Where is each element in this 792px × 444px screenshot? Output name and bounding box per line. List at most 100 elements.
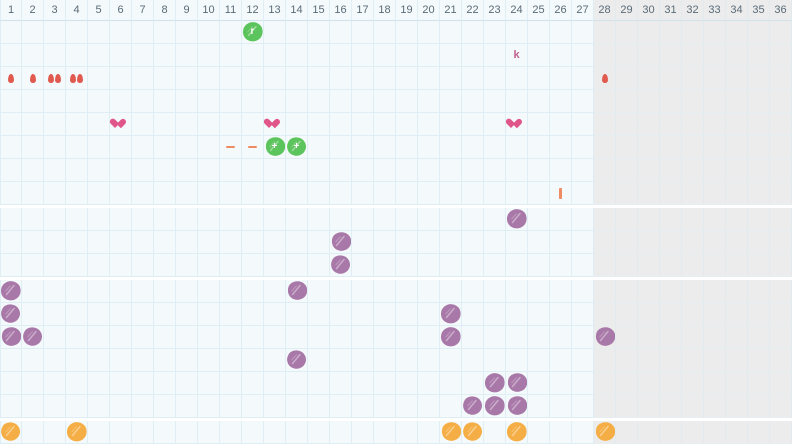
calendar-cell-day-20[interactable] (418, 136, 440, 159)
calendar-cell-day-35[interactable] (748, 44, 770, 67)
calendar-cell-day-24[interactable] (506, 372, 528, 395)
calendar-cell-day-30[interactable] (638, 90, 660, 113)
calendar-cell-day-20[interactable] (418, 208, 440, 231)
calendar-cell-day-26[interactable] (550, 182, 572, 205)
calendar-cell-day-16[interactable] (330, 254, 352, 277)
calendar-cell-day-11[interactable] (220, 67, 242, 90)
calendar-cell-day-14[interactable] (286, 326, 308, 349)
calendar-cell-day-16[interactable] (330, 67, 352, 90)
calendar-cell-day-28[interactable] (594, 159, 616, 182)
calendar-cell-day-12[interactable] (242, 254, 264, 277)
calendar-cell-day-32[interactable] (682, 208, 704, 231)
calendar-cell-day-33[interactable] (704, 421, 726, 444)
calendar-cell-day-5[interactable] (88, 113, 110, 136)
calendar-cell-day-5[interactable] (88, 136, 110, 159)
calendar-cell-day-36[interactable] (770, 208, 792, 231)
calendar-cell-day-7[interactable] (132, 372, 154, 395)
calendar-cell-day-6[interactable] (110, 280, 132, 303)
calendar-cell-day-34[interactable] (726, 280, 748, 303)
calendar-cell-day-24[interactable] (506, 208, 528, 231)
calendar-cell-day-24[interactable] (506, 90, 528, 113)
calendar-cell-day-11[interactable] (220, 159, 242, 182)
calendar-cell-day-10[interactable] (198, 113, 220, 136)
calendar-cell-day-34[interactable] (726, 372, 748, 395)
calendar-cell-day-34[interactable] (726, 326, 748, 349)
calendar-cell-day-10[interactable] (198, 280, 220, 303)
calendar-cell-day-16[interactable] (330, 280, 352, 303)
calendar-cell-day-12[interactable] (242, 136, 264, 159)
calendar-cell-day-2[interactable] (22, 159, 44, 182)
calendar-cell-day-20[interactable] (418, 21, 440, 44)
calendar-cell-day-5[interactable] (88, 67, 110, 90)
calendar-cell-day-13[interactable] (264, 21, 286, 44)
calendar-cell-day-30[interactable] (638, 67, 660, 90)
calendar-cell-day-24[interactable] (506, 159, 528, 182)
calendar-cell-day-24[interactable] (506, 326, 528, 349)
calendar-cell-day-14[interactable] (286, 254, 308, 277)
calendar-cell-day-21[interactable] (440, 182, 462, 205)
calendar-cell-day-10[interactable] (198, 21, 220, 44)
calendar-cell-day-29[interactable] (616, 182, 638, 205)
calendar-cell-day-27[interactable] (572, 136, 594, 159)
calendar-cell-day-7[interactable] (132, 159, 154, 182)
calendar-cell-day-11[interactable] (220, 113, 242, 136)
calendar-cell-day-32[interactable] (682, 67, 704, 90)
calendar-cell-day-5[interactable] (88, 372, 110, 395)
calendar-cell-day-20[interactable] (418, 159, 440, 182)
calendar-cell-day-6[interactable] (110, 159, 132, 182)
calendar-cell-day-28[interactable] (594, 44, 616, 67)
calendar-cell-day-24[interactable] (506, 67, 528, 90)
calendar-cell-day-34[interactable] (726, 159, 748, 182)
calendar-cell-day-10[interactable] (198, 44, 220, 67)
calendar-cell-day-3[interactable] (44, 90, 66, 113)
calendar-cell-day-3[interactable] (44, 303, 66, 326)
calendar-cell-day-28[interactable] (594, 326, 616, 349)
calendar-cell-day-35[interactable] (748, 90, 770, 113)
calendar-cell-day-19[interactable] (396, 136, 418, 159)
calendar-cell-day-24[interactable] (506, 254, 528, 277)
calendar-cell-day-11[interactable] (220, 280, 242, 303)
calendar-cell-day-33[interactable] (704, 372, 726, 395)
calendar-cell-day-34[interactable] (726, 113, 748, 136)
calendar-cell-day-3[interactable] (44, 326, 66, 349)
calendar-cell-day-27[interactable] (572, 21, 594, 44)
calendar-cell-day-3[interactable] (44, 231, 66, 254)
calendar-cell-day-4[interactable] (66, 372, 88, 395)
calendar-cell-day-17[interactable] (352, 44, 374, 67)
calendar-cell-day-13[interactable] (264, 303, 286, 326)
calendar-cell-day-26[interactable] (550, 136, 572, 159)
calendar-cell-day-13[interactable] (264, 280, 286, 303)
calendar-cell-day-29[interactable] (616, 159, 638, 182)
calendar-cell-day-2[interactable] (22, 182, 44, 205)
calendar-cell-day-7[interactable] (132, 208, 154, 231)
calendar-cell-day-8[interactable] (154, 349, 176, 372)
calendar-cell-day-23[interactable] (484, 280, 506, 303)
calendar-cell-day-17[interactable] (352, 113, 374, 136)
calendar-cell-day-1[interactable] (0, 90, 22, 113)
calendar-cell-day-10[interactable] (198, 136, 220, 159)
calendar-cell-day-2[interactable] (22, 303, 44, 326)
calendar-cell-day-10[interactable] (198, 159, 220, 182)
calendar-cell-day-12[interactable] (242, 67, 264, 90)
calendar-cell-day-23[interactable] (484, 231, 506, 254)
calendar-cell-day-29[interactable] (616, 67, 638, 90)
calendar-cell-day-24[interactable] (506, 421, 528, 444)
calendar-cell-day-36[interactable] (770, 231, 792, 254)
calendar-cell-day-19[interactable] (396, 44, 418, 67)
calendar-cell-day-25[interactable] (528, 136, 550, 159)
calendar-cell-day-5[interactable] (88, 280, 110, 303)
calendar-cell-day-32[interactable] (682, 44, 704, 67)
calendar-cell-day-23[interactable] (484, 208, 506, 231)
calendar-cell-day-32[interactable] (682, 231, 704, 254)
calendar-cell-day-15[interactable] (308, 231, 330, 254)
calendar-cell-day-36[interactable] (770, 254, 792, 277)
calendar-cell-day-4[interactable] (66, 44, 88, 67)
calendar-cell-day-15[interactable] (308, 44, 330, 67)
calendar-cell-day-31[interactable] (660, 44, 682, 67)
calendar-cell-day-8[interactable] (154, 231, 176, 254)
calendar-cell-day-30[interactable] (638, 254, 660, 277)
calendar-cell-day-35[interactable] (748, 159, 770, 182)
calendar-cell-day-16[interactable] (330, 21, 352, 44)
calendar-cell-day-11[interactable] (220, 21, 242, 44)
calendar-cell-day-16[interactable] (330, 421, 352, 444)
